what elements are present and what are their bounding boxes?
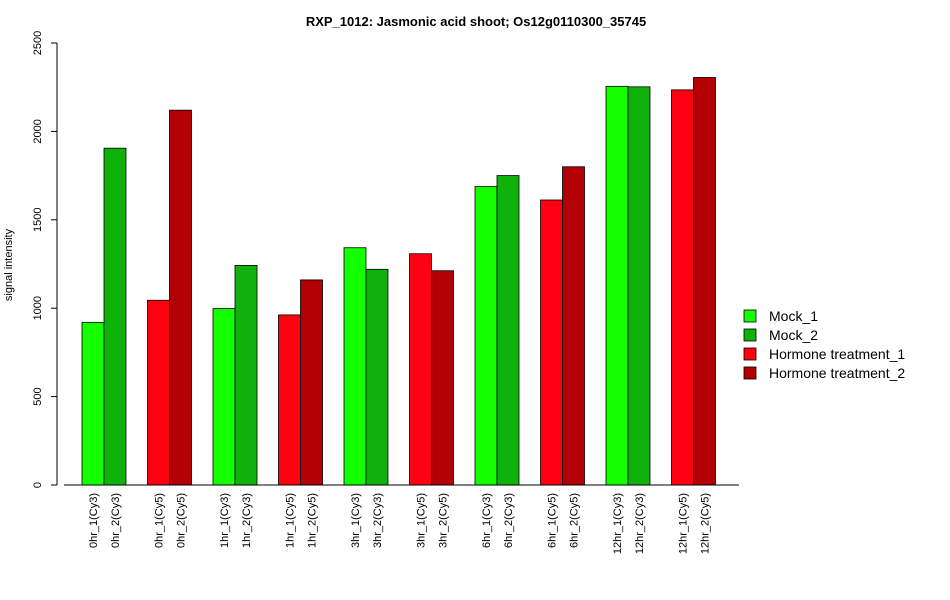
bar <box>147 299 170 486</box>
legend-swatch <box>743 328 757 342</box>
x-tick-label: 1hr_2(Cy3) <box>241 493 253 548</box>
x-tick-label: 0hr_1(Cy5) <box>154 493 166 548</box>
legend-label: Mock_1 <box>769 308 818 324</box>
y-tick-label: 1500 <box>32 208 44 232</box>
x-tick-label: 12hr_2(Cy3) <box>634 493 646 554</box>
bar <box>169 109 192 486</box>
bar <box>496 175 520 486</box>
x-tick-label: 1hr_1(Cy5) <box>285 493 297 548</box>
x-tick-label: 12hr_1(Cy3) <box>612 493 624 554</box>
legend-swatch <box>743 347 757 361</box>
bar <box>278 314 301 486</box>
bar <box>474 186 498 486</box>
x-tick-label: 3hr_2(Cy3) <box>372 493 384 548</box>
bar <box>409 253 432 486</box>
legend-label: Hormone treatment_1 <box>769 346 905 362</box>
bar <box>671 89 694 486</box>
chart-title: RXP_1012: Jasmonic acid shoot; Os12g0110… <box>306 14 646 29</box>
y-tick-label: 1000 <box>32 296 44 320</box>
y-tick-label: 2000 <box>32 119 44 143</box>
legend: Mock_1 Mock_2 Hormone treatment_1 Hormone t… <box>743 308 905 381</box>
x-tick-label: 1hr_1(Cy3) <box>219 493 231 548</box>
bar <box>212 308 236 486</box>
bar <box>300 279 323 486</box>
legend-swatch <box>743 309 757 323</box>
bar <box>365 268 389 486</box>
x-tick-label: 3hr_1(Cy5) <box>416 493 428 548</box>
y-axis: 0 500 1000 1500 2000 2500 <box>32 31 58 488</box>
x-tick-label: 3hr_1(Cy3) <box>350 493 362 548</box>
bar <box>562 166 585 486</box>
legend-swatch <box>743 366 757 380</box>
bar <box>431 270 454 486</box>
x-tick-label: 0hr_1(Cy3) <box>88 493 100 548</box>
x-tick-label: 6hr_2(Cy5) <box>569 493 581 548</box>
bar <box>540 199 563 486</box>
bar <box>605 85 629 486</box>
bar <box>103 147 127 486</box>
x-tick-label: 6hr_2(Cy3) <box>503 493 515 548</box>
x-tick-label: 3hr_2(Cy5) <box>438 493 450 548</box>
x-tick-label: 12hr_2(Cy5) <box>700 493 712 554</box>
x-tick-label: 0hr_2(Cy3) <box>110 493 122 548</box>
x-tick-label: 1hr_2(Cy5) <box>307 493 319 548</box>
x-tick-label: 12hr_1(Cy5) <box>678 493 690 554</box>
bar <box>693 77 716 486</box>
y-tick-label: 0 <box>32 482 44 488</box>
bar <box>234 265 258 486</box>
x-tick-label: 0hr_2(Cy5) <box>176 493 188 548</box>
bar <box>627 86 651 486</box>
bar <box>343 247 367 486</box>
x-tick-label: 6hr_1(Cy5) <box>547 493 559 548</box>
bars-group <box>81 77 716 486</box>
y-tick-label: 500 <box>32 387 44 405</box>
y-tick-label: 2500 <box>32 31 44 55</box>
legend-label: Mock_2 <box>769 327 818 343</box>
bar <box>81 321 105 486</box>
x-tick-label: 6hr_1(Cy3) <box>481 493 493 548</box>
legend-label: Hormone treatment_2 <box>769 365 905 381</box>
x-tick-labels: 0hr_1(Cy3) 0hr_2(Cy3) 0hr_1(Cy5) 0hr_2(Cy5)… <box>88 493 712 554</box>
y-axis-label: signal intensity <box>3 228 15 301</box>
